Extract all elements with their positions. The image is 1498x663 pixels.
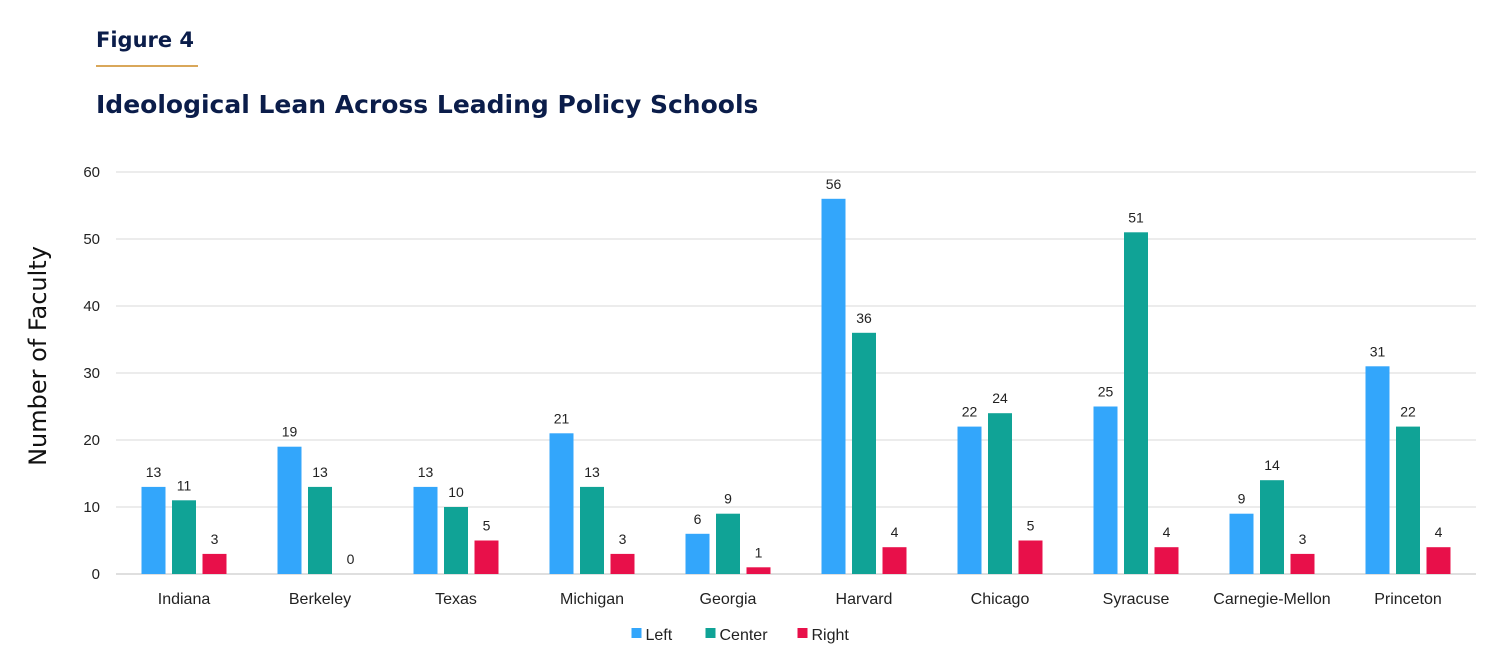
y-tick-label: 60 xyxy=(83,164,100,181)
data-label: 10 xyxy=(448,484,464,500)
y-axis-label: Number of Faculty xyxy=(24,246,52,466)
chart-title: Ideological Lean Across Leading Policy S… xyxy=(96,90,759,119)
y-tick-label: 0 xyxy=(92,566,100,583)
bar-center xyxy=(716,513,740,574)
data-label: 36 xyxy=(856,310,872,326)
legend-label-left: Left xyxy=(646,627,673,644)
figure-label-underline xyxy=(96,65,198,67)
data-label: 25 xyxy=(1098,384,1114,400)
data-label: 13 xyxy=(584,464,600,480)
data-label: 5 xyxy=(1027,518,1035,534)
data-label: 9 xyxy=(724,491,732,507)
legend: Left Center Right xyxy=(631,627,850,644)
bar-right xyxy=(1018,540,1043,574)
data-label: 13 xyxy=(418,464,434,480)
data-label: 21 xyxy=(554,410,570,426)
y-tick-label: 50 xyxy=(83,231,100,248)
data-label: 4 xyxy=(891,524,899,540)
x-tick-label: Georgia xyxy=(700,591,757,608)
x-tick-label: Michigan xyxy=(560,591,624,608)
y-tick-label: 30 xyxy=(83,365,100,382)
gridlines xyxy=(116,171,1476,575)
bar-center xyxy=(988,413,1012,574)
data-label: 3 xyxy=(211,531,219,547)
x-axis-ticks: Indiana Berkeley Texas Michigan Georgia Harva… xyxy=(158,591,1442,608)
legend-label-center: Center xyxy=(720,627,769,644)
bar-center xyxy=(1260,480,1284,574)
x-tick-label: Princeton xyxy=(1374,591,1442,608)
bar-center xyxy=(852,332,876,574)
x-tick-label: Harvard xyxy=(836,591,893,608)
data-label: 0 xyxy=(347,551,355,567)
bar-right xyxy=(610,553,635,574)
bar-center xyxy=(444,507,468,574)
data-label: 14 xyxy=(1264,457,1280,473)
bar-center xyxy=(308,486,332,574)
bar-right xyxy=(882,547,907,574)
data-label: 1 xyxy=(755,544,763,560)
legend-swatch-right xyxy=(797,628,808,638)
data-labels: 1311319130131052113369156364222452551491… xyxy=(146,176,1443,567)
y-tick-label: 10 xyxy=(83,499,100,516)
y-tick-label: 20 xyxy=(83,432,100,449)
data-label: 3 xyxy=(619,531,627,547)
x-tick-label: Indiana xyxy=(158,591,211,608)
bar-left xyxy=(141,486,166,574)
bar-center xyxy=(1396,426,1420,574)
bar-right xyxy=(1154,547,1179,574)
y-tick-label: 40 xyxy=(83,298,100,315)
bar-center xyxy=(172,500,196,574)
bar-center xyxy=(1124,232,1148,575)
figure-label: Figure 4 xyxy=(96,28,195,52)
data-label: 4 xyxy=(1435,524,1443,540)
x-tick-label: Chicago xyxy=(971,591,1030,608)
data-label: 13 xyxy=(312,464,328,480)
data-label: 6 xyxy=(694,511,702,527)
bar-right xyxy=(1426,547,1451,574)
data-label: 22 xyxy=(962,404,978,420)
data-label: 51 xyxy=(1128,209,1144,225)
bar-left xyxy=(1229,513,1254,574)
bar-left xyxy=(413,486,438,574)
legend-swatch-center xyxy=(705,628,716,638)
bar-left xyxy=(957,426,982,574)
data-label: 3 xyxy=(1299,531,1307,547)
data-label: 56 xyxy=(826,176,842,192)
x-tick-label: Carnegie-Mellon xyxy=(1213,591,1330,608)
bar-right xyxy=(746,567,771,574)
bar-right xyxy=(1290,553,1315,574)
data-label: 5 xyxy=(483,518,491,534)
data-label: 4 xyxy=(1163,524,1171,540)
x-tick-label: Texas xyxy=(435,591,477,608)
data-label: 11 xyxy=(177,477,192,493)
bar-center xyxy=(580,486,604,574)
data-label: 22 xyxy=(1400,404,1416,420)
x-tick-label: Berkeley xyxy=(289,591,351,608)
bar-left xyxy=(277,446,302,574)
bar-right xyxy=(474,540,499,574)
data-label: 9 xyxy=(1238,491,1246,507)
data-label: 24 xyxy=(992,390,1008,406)
bar-right xyxy=(202,553,227,574)
bar-left xyxy=(1365,366,1390,574)
data-label: 31 xyxy=(1370,343,1386,359)
bar-left xyxy=(685,533,710,574)
bar-left xyxy=(821,198,846,575)
bar-left xyxy=(549,433,574,574)
data-label: 13 xyxy=(146,464,162,480)
legend-label-right: Right xyxy=(812,627,850,644)
bars xyxy=(141,198,1451,575)
data-label: 19 xyxy=(282,424,298,440)
legend-swatch-left xyxy=(631,628,642,638)
y-axis-ticks: 0 10 20 30 40 50 60 xyxy=(83,164,100,583)
bar-left xyxy=(1093,406,1118,574)
x-tick-label: Syracuse xyxy=(1103,591,1170,608)
